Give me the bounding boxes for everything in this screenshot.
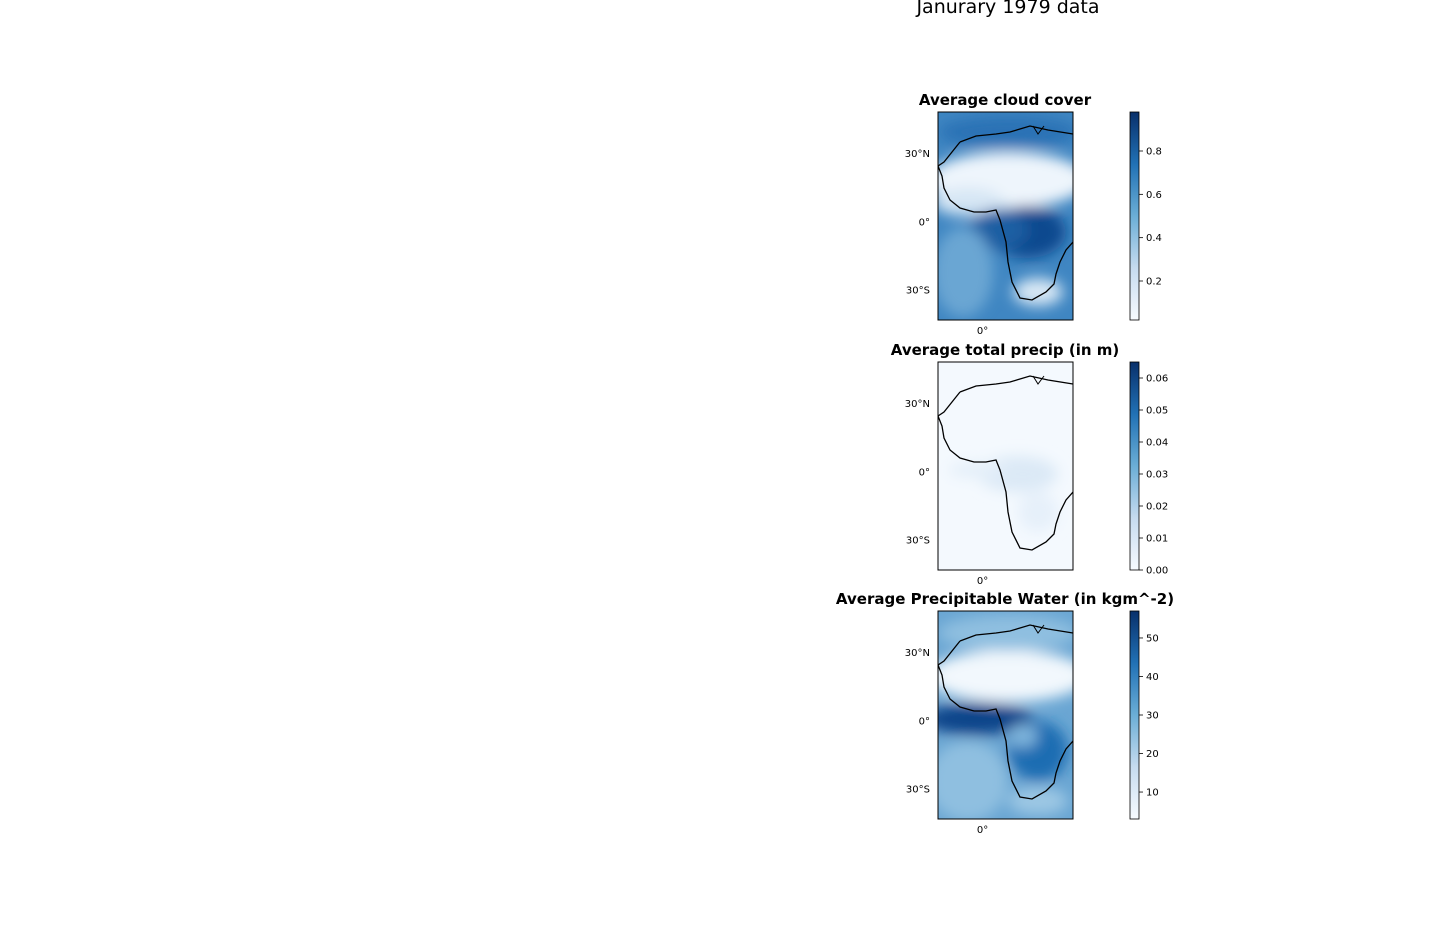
colorbar-tick-label: 0.06 xyxy=(1146,374,1168,385)
lat-tick-label: 0° xyxy=(919,468,930,479)
panel-title-cloud-cover: Average cloud cover xyxy=(918,91,1092,109)
colorbar-tick-label: 0.2 xyxy=(1146,277,1162,288)
lat-tick-label: 30°N xyxy=(905,149,930,160)
panel-title-total-precip: Average total precip (in m) xyxy=(890,341,1120,359)
colorbar-tick-label: 30 xyxy=(1146,711,1159,722)
colorbar-tick-label: 0.6 xyxy=(1146,190,1162,201)
map-total-precip xyxy=(937,361,1074,571)
colorbar-total-precip xyxy=(1129,361,1140,571)
colorbar-tick-label: 40 xyxy=(1146,672,1159,683)
colorbar-tick-label: 0.03 xyxy=(1146,470,1168,481)
colorbar-tick-label: 20 xyxy=(1146,749,1159,760)
lat-tick-label: 30°S xyxy=(906,784,930,795)
lon-tick-label: 0° xyxy=(977,576,988,587)
colorbar-tick-label: 0.4 xyxy=(1146,233,1162,244)
colorbar-tick-label: 0.02 xyxy=(1146,502,1168,513)
lon-tick-label: 0° xyxy=(977,326,988,337)
lat-tick-label: 0° xyxy=(919,218,930,229)
map-precipitable-water xyxy=(937,610,1074,820)
colorbar-tick-label: 0.04 xyxy=(1146,438,1168,449)
lon-tick-label: 0° xyxy=(977,825,988,836)
colorbar-tick-label: 50 xyxy=(1146,633,1159,644)
colorbar-tick-label: 10 xyxy=(1146,788,1159,799)
lat-tick-label: 30°N xyxy=(905,648,930,659)
lat-tick-label: 30°S xyxy=(906,535,930,546)
colorbar-tick-label: 0.8 xyxy=(1146,147,1162,158)
colorbar-precipitable-water xyxy=(1129,610,1140,820)
lat-tick-label: 30°N xyxy=(905,399,930,410)
lat-tick-label: 0° xyxy=(919,717,930,728)
panel-title-precipitable-water: Average Precipitable Water (in kgm^-2) xyxy=(835,590,1175,608)
colorbar-tick-label: 0.00 xyxy=(1146,566,1168,577)
colorbar-cloud-cover xyxy=(1129,111,1140,321)
map-cloud-cover xyxy=(937,111,1074,321)
colorbar-tick-label: 0.05 xyxy=(1146,406,1168,417)
colorbar-tick-label: 0.01 xyxy=(1146,534,1168,545)
figure-suptitle: Janurary 1979 data xyxy=(916,0,1100,18)
lat-tick-label: 30°S xyxy=(906,285,930,296)
ticks-layer: 30°N 0° 30°S 0° 0.2 0.4 0.6 0.8 30°N 0° 30°S 0° 0.00… xyxy=(905,147,1168,837)
